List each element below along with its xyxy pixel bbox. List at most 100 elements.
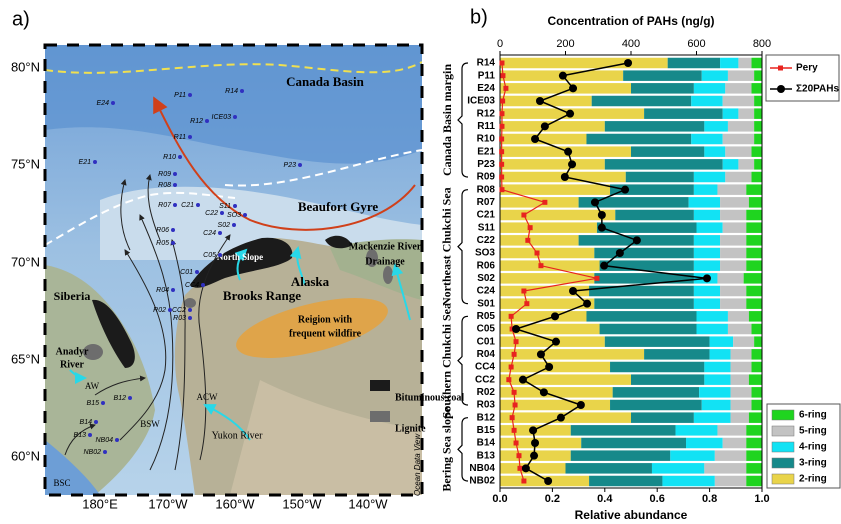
bar-segment xyxy=(746,235,762,246)
marker xyxy=(530,452,538,460)
y-tick-label: R04 xyxy=(477,349,496,360)
station-dot xyxy=(220,211,224,215)
lat-label: 65°N xyxy=(11,351,40,366)
bar-segment xyxy=(717,184,746,195)
bar-segment xyxy=(594,298,694,309)
y-tick-label: E21 xyxy=(477,146,495,157)
x-axis-title: Relative abundance xyxy=(575,508,688,522)
y-tick-label: B13 xyxy=(477,450,496,461)
marker xyxy=(542,200,547,205)
bar-segment xyxy=(746,260,762,271)
x-tick-label: 0.4 xyxy=(597,493,613,505)
bar-segment xyxy=(746,248,762,259)
bar-segment xyxy=(615,210,694,221)
x2-tick-label: 200 xyxy=(556,38,574,50)
bar-segment xyxy=(686,438,723,449)
y-tick-label: ICE03 xyxy=(467,96,495,107)
station-dot xyxy=(115,438,119,442)
y-tick-label: R09 xyxy=(477,172,496,183)
marker xyxy=(514,441,519,446)
bar-segment xyxy=(720,248,746,259)
y-tick-label: E24 xyxy=(477,83,495,94)
region-label: ACW xyxy=(197,392,219,402)
marker xyxy=(509,314,514,319)
bar-segment xyxy=(702,400,731,411)
station-label: C01 xyxy=(180,269,193,276)
y-tick-label: C05 xyxy=(477,324,496,335)
station-label: E24 xyxy=(97,100,110,107)
bar-segment xyxy=(691,134,722,145)
marker xyxy=(600,262,608,270)
x-tick-label: 1.0 xyxy=(754,493,769,505)
bar-segment xyxy=(694,184,718,195)
y-tick-label: P23 xyxy=(477,159,495,170)
y-tick-label: R07 xyxy=(477,197,496,208)
marker xyxy=(517,466,522,471)
marker xyxy=(500,73,505,78)
bar-segment xyxy=(694,286,720,297)
station-label: E21 xyxy=(79,159,92,166)
bar-segment xyxy=(694,412,731,423)
bar-segment xyxy=(749,374,762,385)
bar-segment xyxy=(738,58,751,69)
y-tick-label: R10 xyxy=(477,134,496,145)
region-label: BSC xyxy=(53,478,70,488)
map: a) Ocean Data View 80°N75°N70°N65°N60°N1… xyxy=(11,8,464,511)
bar-segment xyxy=(744,273,762,284)
marker xyxy=(568,160,576,168)
marker xyxy=(519,376,527,384)
marker xyxy=(499,124,504,129)
group-label: Bering Sea slope xyxy=(440,406,454,491)
legend-label: 6-ring xyxy=(799,410,827,421)
station-dot xyxy=(94,420,98,424)
station-label: B13 xyxy=(74,432,87,439)
region-label: Mackenzie River xyxy=(349,241,422,252)
marker xyxy=(531,135,539,143)
bar-segment xyxy=(691,96,722,107)
plot-frame xyxy=(500,55,762,488)
marker xyxy=(594,276,599,281)
bar-segment xyxy=(752,172,762,183)
group-label: Canada Basin margin xyxy=(440,64,454,176)
panel-label: b) xyxy=(470,6,488,28)
bar-segment xyxy=(752,146,762,157)
bar-segment xyxy=(723,134,754,145)
marker xyxy=(524,301,529,306)
bar-segment xyxy=(704,463,746,474)
panel-label: a) xyxy=(12,8,30,30)
legend-marker xyxy=(777,85,785,93)
y-tick-label: B15 xyxy=(477,425,496,436)
bar-segment xyxy=(717,425,746,436)
station-label: CC4 xyxy=(185,282,199,289)
legend-lignite xyxy=(370,411,390,422)
region-label: Reigion with xyxy=(298,314,353,325)
bar-segment xyxy=(731,387,752,398)
region-label: North Slope xyxy=(217,252,263,262)
station-dot xyxy=(173,183,177,187)
marker xyxy=(551,312,559,320)
legend-label: 5-ring xyxy=(799,426,827,437)
station-dot xyxy=(243,213,247,217)
y-tick-label: S01 xyxy=(477,298,495,309)
station-label: R12 xyxy=(190,118,203,125)
bar-segment xyxy=(571,450,671,461)
bar-segment xyxy=(676,425,718,436)
marker xyxy=(577,401,585,409)
station-dot xyxy=(178,155,182,159)
bar-segment xyxy=(720,210,746,221)
station-label: R09 xyxy=(158,171,171,178)
station-label: C22 xyxy=(205,210,218,217)
bar-segment xyxy=(600,260,694,271)
lon-label: 160°W xyxy=(215,496,255,511)
bar-segment xyxy=(670,450,715,461)
y-tick-label: C22 xyxy=(477,235,496,246)
bar-segment xyxy=(605,159,723,170)
station-dot xyxy=(196,203,200,207)
region-label: River xyxy=(60,359,84,370)
legend-swatch xyxy=(772,410,794,420)
station-label: R07 xyxy=(158,202,172,209)
marker xyxy=(561,173,569,181)
station-label: R03 xyxy=(173,315,186,322)
station-label: R08 xyxy=(158,182,171,189)
bar-segment xyxy=(746,463,762,474)
